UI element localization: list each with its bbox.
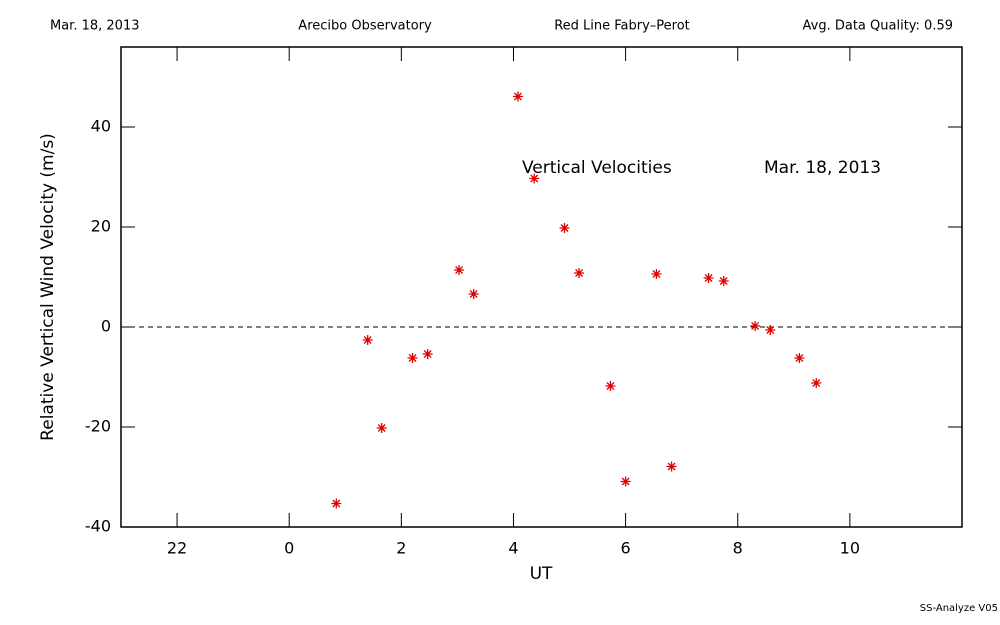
y-tick-label: 40 — [91, 117, 111, 136]
x-tick-label: 2 — [396, 539, 406, 558]
data-point — [468, 289, 479, 299]
data-point — [362, 335, 373, 345]
plot-frame — [120, 46, 963, 528]
data-point — [422, 349, 433, 359]
footer: SS-Analyze V05 — [920, 603, 998, 614]
y-axis-label: Relative Vertical Wind Velocity (m/s) — [38, 133, 58, 441]
x-tick-label: 22 — [167, 539, 187, 558]
data-point — [454, 265, 465, 275]
data-point — [559, 223, 570, 233]
header-site: Arecibo Observatory — [298, 19, 432, 34]
data-point — [529, 173, 540, 184]
data-point — [331, 498, 342, 509]
data-point — [794, 353, 805, 363]
data-point — [765, 325, 776, 335]
data-point — [703, 273, 714, 283]
data-point — [605, 381, 616, 391]
header-instrument: Red Line Fabry–Perot — [554, 19, 690, 34]
x-tick-label: 8 — [733, 539, 743, 558]
y-tick-label: 20 — [91, 217, 111, 236]
data-point — [651, 269, 662, 279]
y-tick-label: 0 — [101, 317, 111, 336]
data-point — [750, 321, 761, 331]
x-tick-label: 6 — [621, 539, 631, 558]
annotation: Mar. 18, 2013 — [764, 158, 881, 178]
x-axis-label: UT — [530, 564, 553, 584]
data-point — [574, 268, 585, 278]
data-point — [666, 461, 677, 472]
data-point — [620, 476, 631, 487]
data-point — [718, 276, 729, 286]
data-point — [512, 91, 523, 102]
data-point — [811, 378, 822, 388]
y-tick-label: -40 — [85, 517, 111, 536]
data-point — [376, 423, 387, 433]
header-date: Mar. 18, 2013 — [50, 19, 140, 34]
header-quality: Avg. Data Quality: 0.59 — [803, 19, 953, 34]
x-tick-label: 10 — [840, 539, 860, 558]
data-point — [407, 353, 418, 363]
y-tick-label: -20 — [85, 417, 111, 436]
x-tick-label: 0 — [284, 539, 294, 558]
x-tick-label: 4 — [508, 539, 518, 558]
annotation: Vertical Velocities — [522, 158, 672, 178]
